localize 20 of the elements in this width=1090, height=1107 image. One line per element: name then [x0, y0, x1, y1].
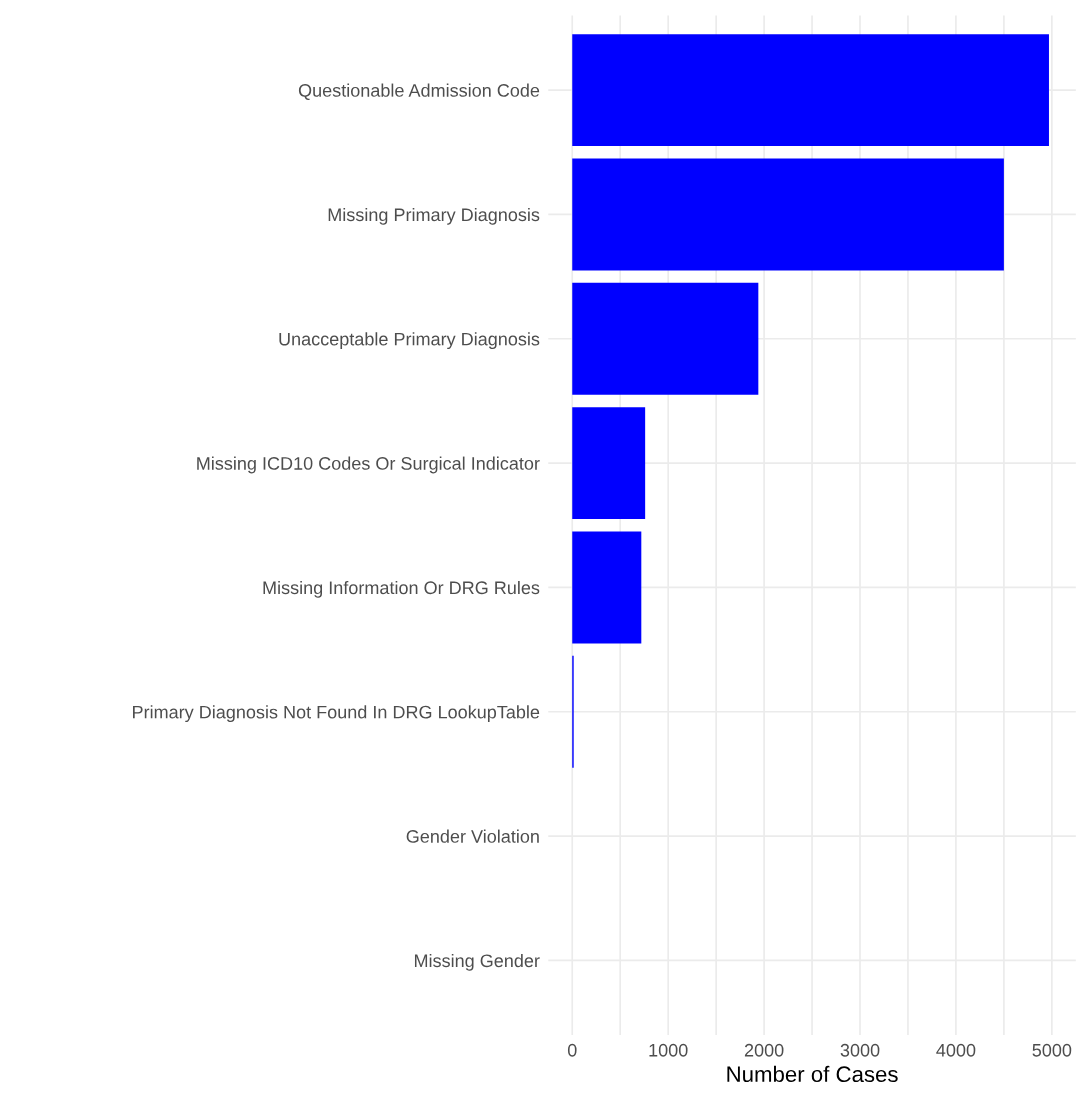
bar	[572, 158, 1004, 271]
y-tick-label: Questionable Admission Code	[298, 83, 540, 101]
y-tick-label: Missing Information Or DRG Rules	[263, 580, 540, 598]
bar	[572, 34, 1049, 147]
x-tick-label: 0	[567, 1043, 577, 1057]
bar	[572, 282, 759, 395]
y-tick-label: Missing Gender	[414, 953, 540, 971]
y-tick-label: Unacceptable Primary Diagnosis	[279, 332, 540, 350]
y-tick-label: Missing Primary Diagnosis	[328, 207, 540, 225]
bar	[572, 531, 642, 644]
x-tick-label: 5000	[1032, 1043, 1072, 1057]
x-axis-title: Number of Cases	[727, 1065, 898, 1083]
y-tick-label: Missing ICD10 Codes Or Surgical Indicator	[197, 456, 540, 474]
y-tick-label: Primary Diagnosis Not Found In DRG LookupTable	[133, 705, 540, 723]
x-tick-label: 1000	[649, 1043, 688, 1057]
y-tick-label: Gender Violation	[406, 829, 539, 843]
x-tick-label: 4000	[936, 1043, 976, 1057]
x-tick-label: 3000	[840, 1043, 880, 1057]
x-tick-label: 2000	[744, 1043, 784, 1057]
bar	[572, 407, 646, 520]
